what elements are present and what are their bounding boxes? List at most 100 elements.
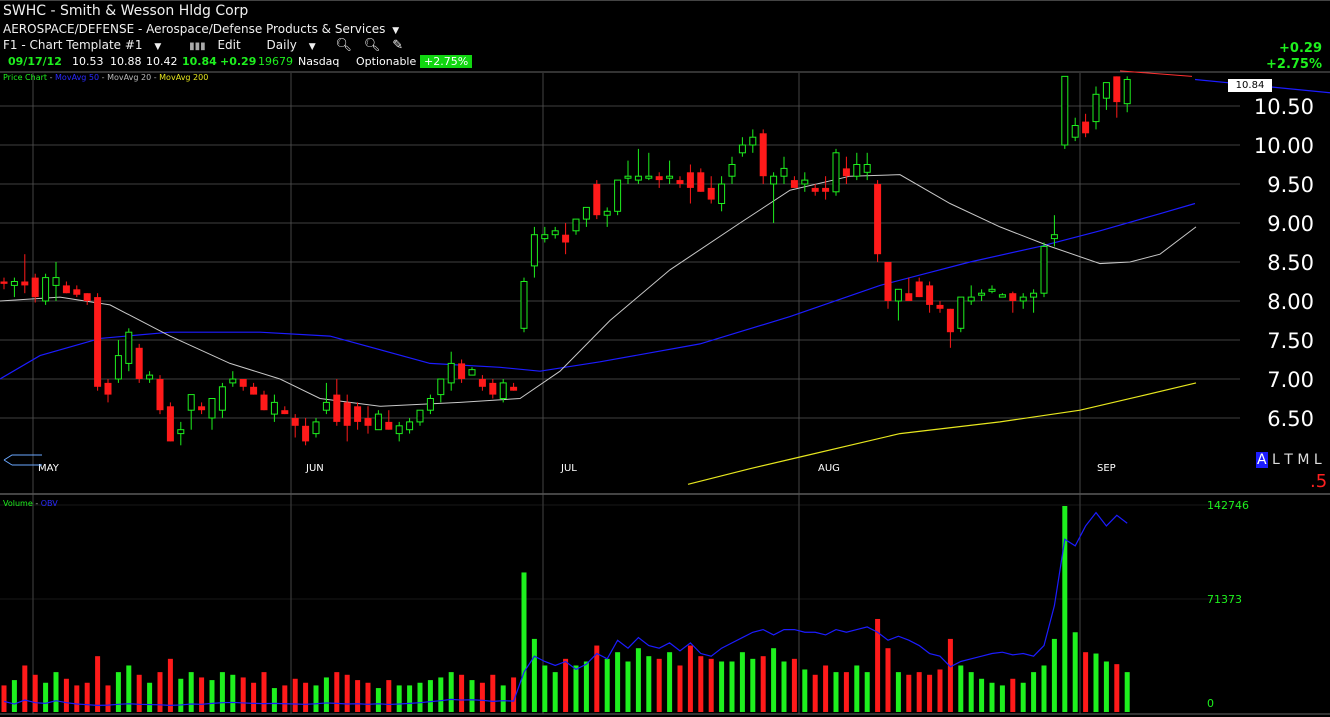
candle <box>822 176 830 200</box>
candle <box>1019 293 1027 309</box>
candle-body <box>406 421 414 431</box>
candle <box>395 421 403 442</box>
candle-body <box>250 386 258 395</box>
candle-body <box>364 418 372 426</box>
volume-bar <box>63 678 69 712</box>
candle <box>291 414 299 438</box>
candle-body <box>707 187 715 200</box>
volume-bar <box>875 618 881 712</box>
volume-bar <box>687 645 693 712</box>
candle <box>489 379 497 399</box>
candle <box>759 129 767 184</box>
volume-bar <box>1010 678 1016 712</box>
volume-bar <box>251 682 257 712</box>
candle <box>718 176 726 212</box>
tab-l2[interactable]: L <box>1313 452 1322 468</box>
volume-bar <box>292 678 298 712</box>
edit-button[interactable]: ▮▮▮ Edit <box>189 38 241 52</box>
legend-ma20: MovAvg 20 <box>107 73 152 82</box>
zoom-out-icon[interactable]: 🔍︎ <box>363 38 381 53</box>
candle <box>676 176 684 188</box>
candle-body <box>905 293 913 301</box>
volume-bar <box>573 665 579 712</box>
price-tick-label: 7.00 <box>1267 368 1314 392</box>
volume-bar <box>833 672 839 712</box>
tab-a[interactable]: A <box>1256 452 1268 468</box>
candle-body <box>863 164 871 173</box>
candle <box>281 406 289 415</box>
candle <box>686 164 694 204</box>
volume-bar <box>760 656 766 712</box>
candle-body <box>385 421 393 430</box>
symbol-title[interactable]: SWHC - Smith & Wesson Hldg Corp <box>3 3 249 19</box>
volume-bar <box>375 688 381 712</box>
tab-t[interactable]: T <box>1284 452 1293 468</box>
volume-bar <box>303 682 309 712</box>
template-dropdown[interactable]: F1 - Chart Template #1 ▼ <box>3 38 162 52</box>
volume-bar <box>167 658 173 712</box>
candle <box>322 382 330 415</box>
draw-pen-icon[interactable]: ✎ <box>392 38 404 53</box>
tab-m[interactable]: M <box>1297 452 1310 468</box>
volume-bar <box>157 672 163 712</box>
chevron-down-icon: ▼ <box>392 26 400 36</box>
candle <box>135 343 143 383</box>
volume-bar <box>1114 664 1120 712</box>
tab-l[interactable]: L <box>1272 452 1280 468</box>
candle-body <box>73 289 81 295</box>
volume-bar <box>958 665 964 712</box>
volume-bar <box>854 665 860 712</box>
candle-body <box>551 230 559 236</box>
volume-tick-label: 142746 <box>1207 499 1249 512</box>
quote-high: 10.88 <box>110 55 142 68</box>
volume-bar <box>1072 632 1078 712</box>
candle <box>260 390 268 411</box>
candle-body <box>1092 93 1100 123</box>
candle <box>884 262 892 309</box>
candle <box>624 160 632 184</box>
candle-body <box>562 234 570 243</box>
candle-body <box>572 218 580 232</box>
candle-body <box>135 347 143 379</box>
candle-body <box>10 281 18 286</box>
candle <box>957 296 965 333</box>
chart-tabs: A L T M L <box>1256 452 1322 468</box>
candle-body <box>998 294 1006 298</box>
candle-body <box>1123 78 1131 105</box>
candle-body <box>1040 245 1048 294</box>
volume-bar <box>750 658 756 712</box>
volume-bar <box>84 682 90 712</box>
zoom-in-icon[interactable]: 🔍︎ <box>335 38 353 53</box>
volume-bar <box>864 672 870 712</box>
scroll-handle[interactable] <box>2 451 42 466</box>
candle <box>728 156 736 184</box>
candle-body <box>1082 121 1090 134</box>
candle-body <box>489 382 497 395</box>
volume-bar <box>989 682 995 712</box>
volume-bar <box>521 572 527 712</box>
candle <box>811 184 819 196</box>
period-dropdown[interactable]: Daily ▼ <box>266 38 316 52</box>
right-change-pct: +2.75% <box>1266 57 1322 72</box>
volume-bar <box>282 685 288 712</box>
sector-dropdown[interactable]: AEROSPACE/DEFENSE - Aerospace/Defense Pr… <box>3 22 399 36</box>
candle <box>801 172 809 192</box>
candle <box>749 129 757 153</box>
volume-bar <box>635 648 641 712</box>
candle-body <box>499 382 507 399</box>
volume-bar <box>698 656 704 712</box>
candle <box>198 402 206 415</box>
candle-body <box>354 406 362 422</box>
candle <box>905 277 913 301</box>
candle-body <box>770 175 778 185</box>
month-label: JUN <box>305 463 324 474</box>
volume-bar <box>219 672 225 712</box>
candle-body <box>239 379 247 387</box>
candle-body <box>697 172 705 192</box>
candle <box>312 418 320 438</box>
candle <box>416 409 424 426</box>
candle <box>499 379 507 403</box>
candle <box>218 382 226 418</box>
candle-body <box>104 382 112 395</box>
